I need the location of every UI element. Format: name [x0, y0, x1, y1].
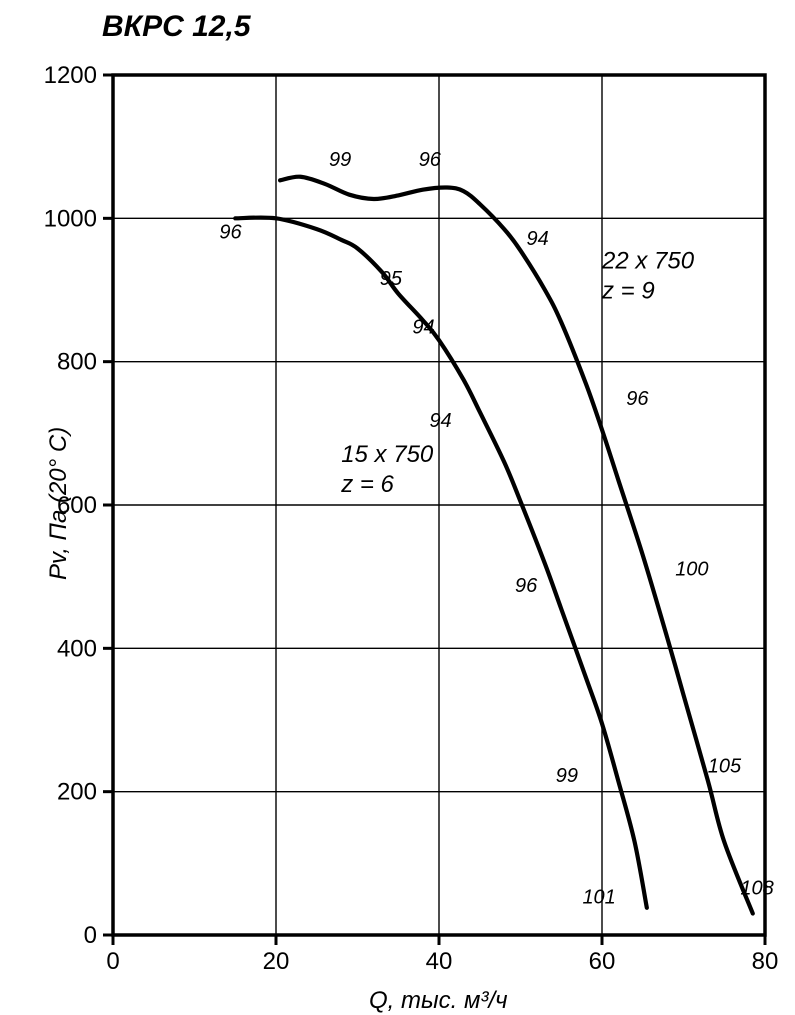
x-tick-label: 60	[589, 948, 616, 975]
annotation-line: z = 6	[340, 471, 394, 498]
x-tick-label: 40	[426, 948, 453, 975]
curve-1	[235, 218, 647, 908]
y-tick-label: 200	[57, 779, 97, 806]
curve1-point-label: 96	[515, 575, 538, 597]
curve2-point-label: 96	[419, 149, 442, 171]
y-tick-label: 600	[57, 492, 97, 519]
curve2-point-label: 94	[527, 228, 549, 250]
chart-svg: 0204060800200400600800100012009695949496…	[0, 0, 795, 1010]
annotation-line: z = 9	[601, 278, 655, 305]
curve1-point-label: 94	[412, 317, 434, 339]
curve2-point-label: 96	[626, 388, 649, 410]
curve-2	[280, 177, 753, 914]
curve1-point-label: 95	[380, 268, 403, 290]
y-tick-label: 0	[84, 922, 97, 949]
curve1-point-label: 94	[429, 410, 451, 432]
annotation-line: 22 х 750	[601, 248, 695, 275]
curve2-point-label: 105	[708, 756, 742, 778]
curve2-point-label: 108	[740, 877, 773, 899]
curve2-point-label: 99	[329, 149, 351, 171]
curve1-point-label: 101	[582, 887, 615, 909]
y-tick-label: 1200	[44, 62, 97, 89]
y-tick-label: 800	[57, 349, 97, 376]
curve1-point-label: 99	[556, 765, 578, 787]
curve2-point-label: 100	[675, 559, 708, 581]
curve1-point-label: 96	[219, 221, 242, 243]
x-tick-label: 20	[263, 948, 290, 975]
y-tick-label: 400	[57, 635, 97, 662]
annotation-line: 15 x 750	[341, 441, 434, 468]
y-tick-label: 1000	[44, 205, 97, 232]
x-tick-label: 0	[106, 948, 119, 975]
x-tick-label: 80	[752, 948, 779, 975]
